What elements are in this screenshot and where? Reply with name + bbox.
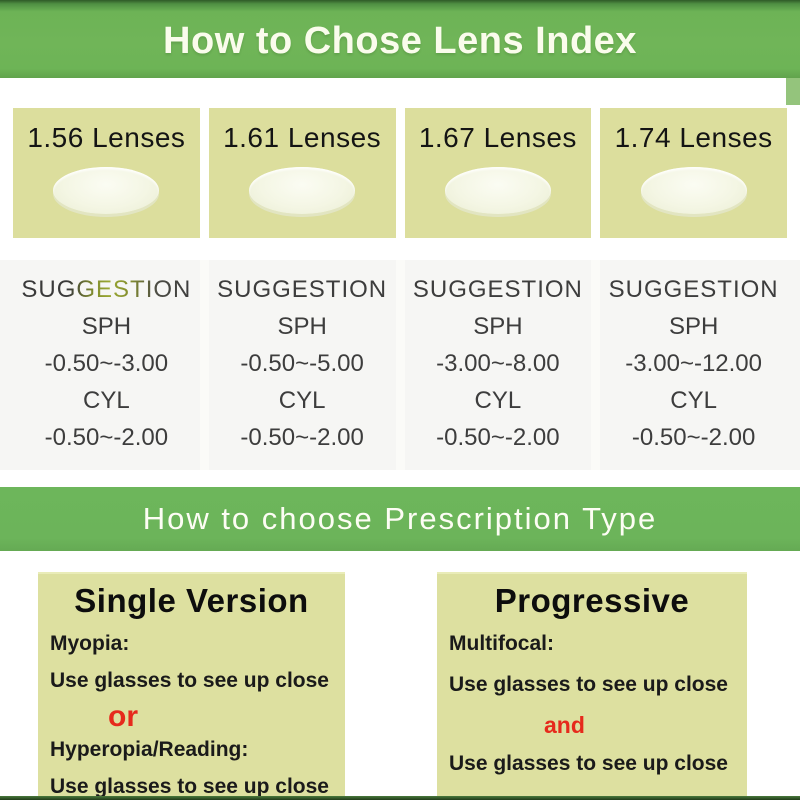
cyl-range: -0.50~-2.00: [44, 424, 169, 451]
sph-range: -0.50~-5.00: [240, 350, 364, 377]
connector-and: and: [544, 712, 585, 738]
lens-cell-167: 1.67 Lenses: [404, 108, 592, 238]
multifocal-label: Multifocal:: [449, 632, 554, 655]
sph-range: -3.00~-8.00: [436, 350, 560, 377]
sph-label: SPH: [668, 313, 719, 340]
lens-disc-image: [444, 167, 551, 214]
sph-label: SPH: [277, 313, 327, 340]
cyl-label: CYL: [278, 387, 326, 414]
myopia-label: Myopia:: [50, 632, 130, 655]
lens-disc-image: [249, 167, 356, 214]
progressive-title: Progressive: [494, 582, 690, 619]
multifocal-description-1: Use glasses to see up close: [449, 673, 728, 696]
lens-cell-156: 1.56 Lenses: [13, 108, 200, 238]
cyl-range: -0.50~-2.00: [631, 424, 756, 451]
suggestion-col-167: SUGGESTION SPH -3.00~-8.00 CYL -0.50~-2.…: [404, 260, 592, 470]
suggestion-columns: SUGGESTION SPH -0.50~-3.00 CYL -0.50~-2.…: [13, 260, 787, 470]
suggestion-col-161: SUGGESTION SPH -0.50~-5.00 CYL -0.50~-2.…: [208, 260, 396, 470]
suggestion-band: SUGGESTION SPH -0.50~-3.00 CYL -0.50~-2.…: [0, 260, 800, 470]
lens-name: 1.56 Lenses: [27, 122, 186, 153]
banner-edge-decoration: [786, 78, 800, 105]
suggestion-col-156: SUGGESTION SPH -0.50~-3.00 CYL -0.50~-2.…: [13, 260, 200, 470]
myopia-description: Use glasses to see up close: [50, 669, 329, 692]
lens-disc-image: [640, 167, 747, 214]
sph-range: -3.00~-12.00: [625, 350, 763, 377]
lens-cell-174: 1.74 Lenses: [600, 108, 787, 238]
cyl-range: -0.50~-2.00: [240, 424, 364, 451]
lens-disc-image: [53, 167, 160, 214]
suggestion-heading: SUGGESTION: [217, 276, 388, 303]
title-banner: How to Chose Lens Index: [0, 0, 800, 78]
lens-name: 1.67 Lenses: [418, 122, 577, 153]
suggestion-heading: SUGGESTION: [412, 276, 583, 303]
single-version-title: Single Version: [74, 582, 309, 619]
bottom-edge-decoration: [0, 796, 800, 800]
sph-label: SPH: [473, 313, 523, 340]
suggestion-heading: SUGGESTION: [21, 276, 192, 303]
cyl-label: CYL: [474, 387, 522, 414]
multifocal-description-2: Use glasses to see up close: [449, 752, 728, 775]
prescription-type-title: How to choose Prescription Type: [142, 501, 658, 536]
sph-range: -0.50~-3.00: [44, 350, 169, 377]
lens-index-row: 1.56 Lenses 1.61 Lenses 1.67 Lenses 1.74…: [13, 108, 787, 238]
lens-cell-161: 1.61 Lenses: [208, 108, 396, 238]
cyl-label: CYL: [670, 387, 717, 414]
progressive-box: Progressive Multifocal: Use glasses to s…: [437, 572, 747, 796]
hyperopia-description: Use glasses to see up close: [50, 775, 329, 798]
sph-label: SPH: [81, 313, 132, 340]
page-title: How to Chose Lens Index: [163, 19, 637, 62]
lens-name: 1.74 Lenses: [614, 122, 773, 153]
prescription-type-banner: How to choose Prescription Type: [0, 487, 800, 551]
lens-name: 1.61 Lenses: [223, 122, 382, 153]
cyl-label: CYL: [83, 387, 130, 414]
connector-or: or: [108, 700, 138, 733]
cyl-range: -0.50~-2.00: [436, 424, 560, 451]
hyperopia-label: Hyperopia/Reading:: [50, 738, 249, 761]
suggestion-col-174: SUGGESTION SPH -3.00~-12.00 CYL -0.50~-2…: [600, 260, 787, 470]
single-version-box: Single Version Myopia: Use glasses to se…: [38, 572, 345, 798]
suggestion-heading: SUGGESTION: [608, 276, 779, 303]
